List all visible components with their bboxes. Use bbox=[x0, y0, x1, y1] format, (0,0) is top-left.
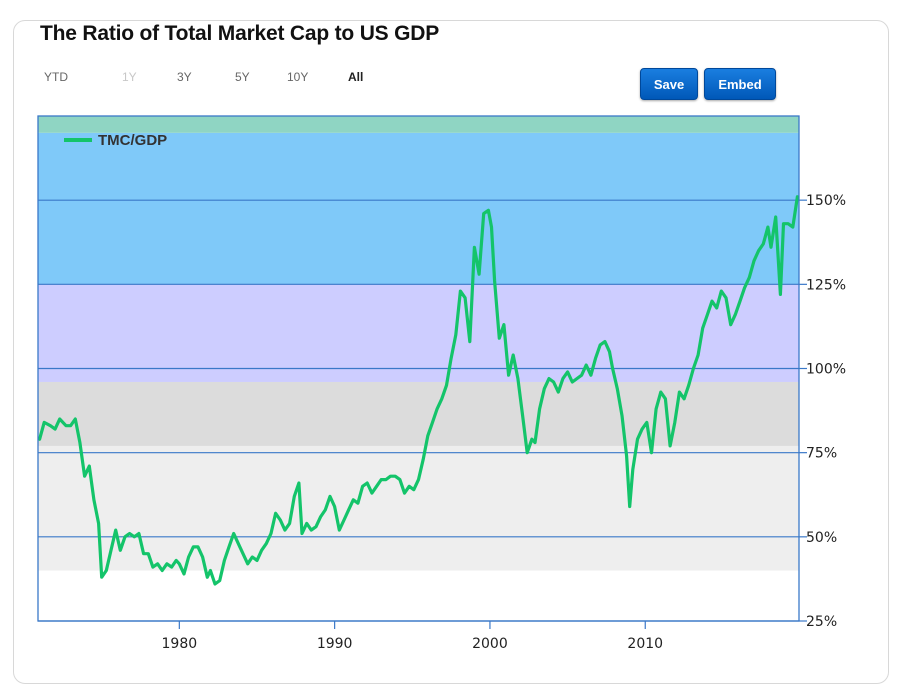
valuation-band bbox=[38, 445, 799, 571]
x-tick-label: 2000 bbox=[472, 636, 508, 652]
y-tick-label: 125% bbox=[806, 277, 846, 293]
valuation-band bbox=[38, 116, 799, 133]
series-line-tmc-gdp bbox=[37, 195, 800, 586]
range-1y-button[interactable]: 1Y bbox=[122, 70, 137, 84]
y-tick-label: 25% bbox=[806, 614, 837, 630]
x-tick-label: 1980 bbox=[162, 636, 198, 652]
range-all-button[interactable]: All bbox=[348, 70, 364, 84]
valuation-band bbox=[38, 132, 799, 285]
y-tick-label: 50% bbox=[806, 530, 837, 546]
y-axis: 25% 50% 75% 100% 125% 150% bbox=[799, 193, 846, 630]
chart-title: The Ratio of Total Market Cap to US GDP bbox=[40, 22, 440, 45]
x-axis: 1980 1990 2000 2010 bbox=[162, 621, 663, 652]
range-3y-button[interactable]: 3Y bbox=[177, 70, 192, 84]
range-5y-button[interactable]: 5Y bbox=[235, 70, 250, 84]
save-button[interactable]: Save bbox=[640, 68, 698, 100]
y-tick-label: 150% bbox=[806, 193, 846, 209]
range-ytd-button[interactable]: YTD bbox=[44, 70, 68, 84]
x-tick-label: 2010 bbox=[627, 636, 663, 652]
legend-label: TMC/GDP bbox=[98, 132, 167, 149]
embed-button[interactable]: Embed bbox=[704, 68, 776, 100]
valuation-band bbox=[38, 284, 799, 382]
series-line-layer bbox=[37, 195, 800, 586]
valuation-band bbox=[38, 381, 799, 446]
legend[interactable]: TMC/GDP bbox=[64, 132, 167, 149]
x-tick-label: 1990 bbox=[317, 636, 353, 652]
y-tick-label: 75% bbox=[806, 446, 837, 462]
range-10y-button[interactable]: 10Y bbox=[287, 70, 309, 84]
y-tick-label: 100% bbox=[806, 362, 846, 378]
